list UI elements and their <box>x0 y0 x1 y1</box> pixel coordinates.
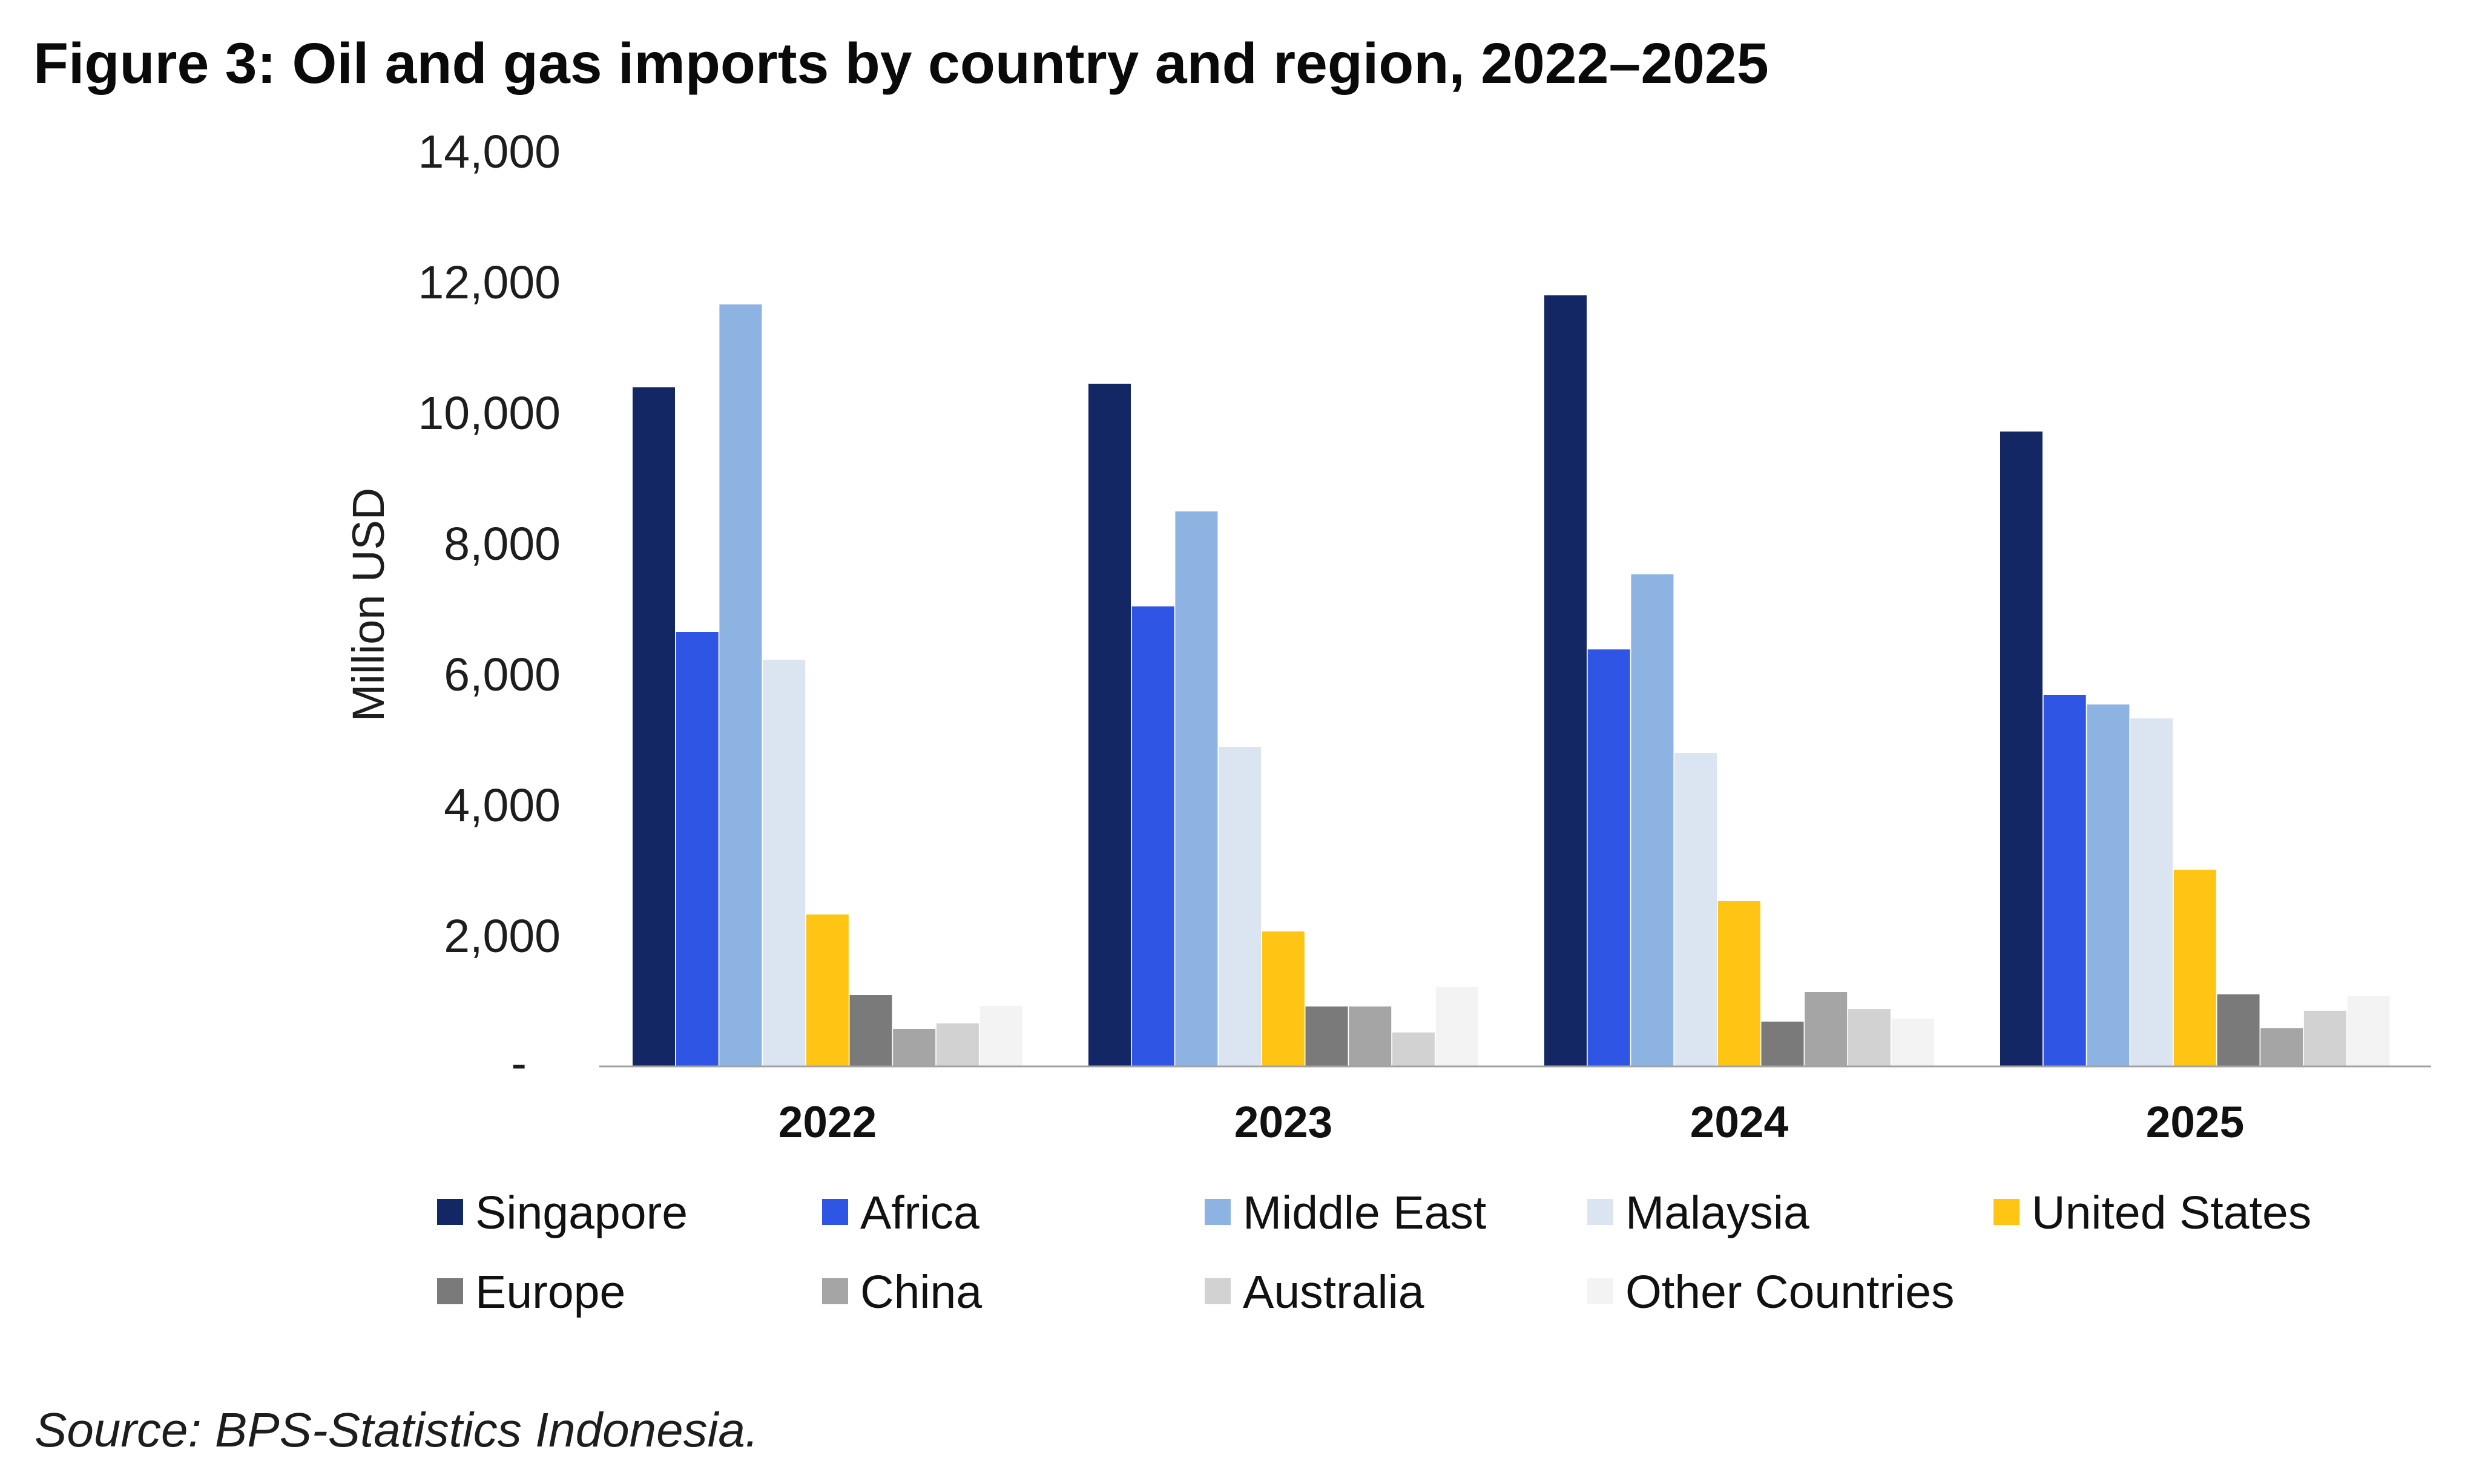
svg-text:12,000: 12,000 <box>418 257 561 309</box>
svg-text:14,000: 14,000 <box>418 126 561 178</box>
svg-text:Million USD: Million USD <box>343 488 393 722</box>
svg-text:Africa: Africa <box>860 1187 979 1239</box>
svg-text:Middle East: Middle East <box>1243 1187 1486 1239</box>
svg-text:China: China <box>860 1266 982 1318</box>
svg-text:Malaysia: Malaysia <box>1625 1187 1809 1239</box>
svg-text:-: - <box>511 1037 527 1089</box>
svg-text:6,000: 6,000 <box>444 649 561 701</box>
svg-text:Source: BPS-Statistics Indones: Source: BPS-Statistics Indonesia. <box>35 1403 759 1457</box>
svg-text:10,000: 10,000 <box>418 387 561 439</box>
svg-text:2024: 2024 <box>1690 1098 1789 1147</box>
svg-text:2022: 2022 <box>779 1098 877 1147</box>
svg-text:4,000: 4,000 <box>444 780 561 832</box>
svg-text:Europe: Europe <box>475 1266 625 1318</box>
svg-text:Figure 3: Oil and gas imports: Figure 3: Oil and gas imports by country… <box>33 31 1769 96</box>
svg-text:2,000: 2,000 <box>444 910 561 962</box>
svg-text:United States: United States <box>2032 1187 2311 1239</box>
svg-text:Australia: Australia <box>1243 1266 1424 1318</box>
svg-text:8,000: 8,000 <box>444 518 561 570</box>
svg-text:Singapore: Singapore <box>475 1187 688 1239</box>
svg-text:Other Countries: Other Countries <box>1625 1266 1955 1318</box>
svg-text:2025: 2025 <box>2146 1098 2244 1147</box>
svg-text:2023: 2023 <box>1234 1098 1332 1147</box>
